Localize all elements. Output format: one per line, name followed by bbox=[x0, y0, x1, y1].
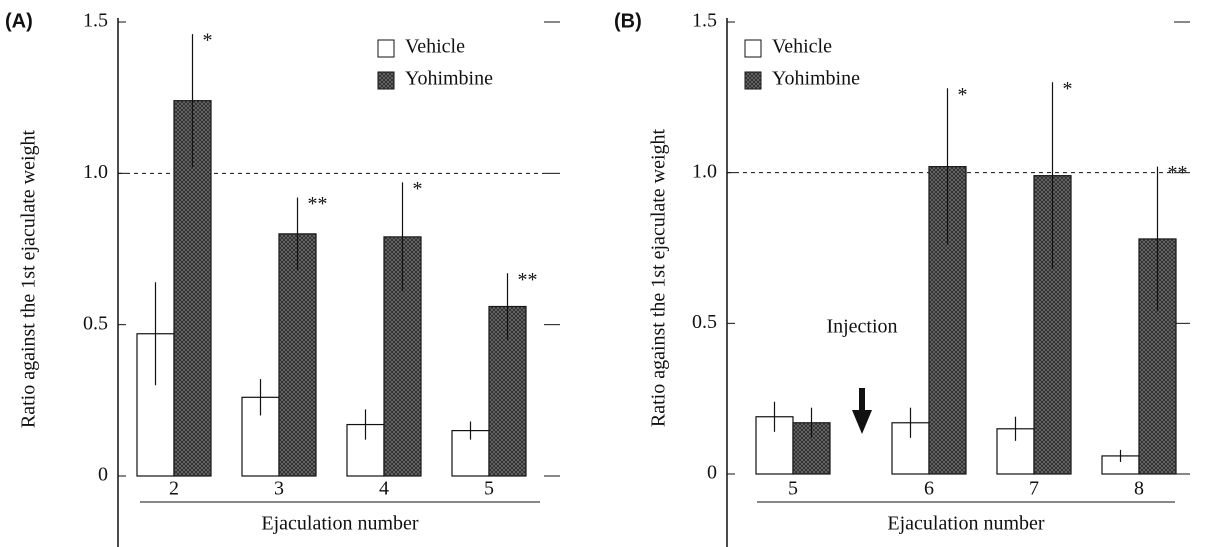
x-tick-label: 6 bbox=[924, 478, 934, 500]
x-tick-label: 5 bbox=[788, 478, 798, 500]
significance-mark: ** bbox=[308, 193, 328, 215]
y-tick-label: 0.5 bbox=[83, 312, 108, 334]
y-tick-label: 0 bbox=[707, 462, 717, 484]
y-tick-label: 1.0 bbox=[83, 161, 108, 183]
panel-label: (B) bbox=[614, 10, 642, 32]
legend-hatch bbox=[745, 72, 761, 89]
legend-hatch bbox=[378, 72, 394, 89]
panel-label: (A) bbox=[5, 10, 33, 32]
x-tick-label: 2 bbox=[169, 478, 179, 500]
significance-mark: ** bbox=[1168, 162, 1188, 184]
x-tick-label: 7 bbox=[1029, 478, 1039, 500]
x-tick-label: 8 bbox=[1134, 478, 1144, 500]
legend-label: Yohimbine bbox=[772, 68, 860, 90]
y-tick-label: 1.0 bbox=[692, 160, 717, 182]
significance-mark: ** bbox=[518, 269, 538, 291]
y-axis-label: Ratio against the 1st ejaculate weight bbox=[18, 129, 40, 428]
y-tick-label: 0 bbox=[98, 464, 108, 486]
significance-mark: * bbox=[413, 178, 423, 200]
significance-mark: * bbox=[1063, 78, 1073, 100]
legend-swatch bbox=[377, 39, 395, 58]
annotation: Injection bbox=[826, 316, 897, 338]
significance-mark: * bbox=[958, 84, 968, 106]
legend-label: Vehicle bbox=[772, 36, 832, 58]
x-tick-label: 4 bbox=[379, 478, 389, 500]
x-tick-label: 3 bbox=[274, 478, 284, 500]
x-tick-label: 5 bbox=[484, 478, 494, 500]
x-axis-label: Ejaculation number bbox=[887, 513, 1045, 535]
legend-swatch bbox=[744, 39, 762, 58]
y-tick-label: 0.5 bbox=[692, 311, 717, 333]
arrow bbox=[852, 388, 872, 434]
y-axis-label: Ratio against the 1st ejaculate weight bbox=[648, 128, 670, 427]
y-tick-label: 1.5 bbox=[83, 10, 108, 32]
legend-label: Vehicle bbox=[405, 36, 465, 58]
legend-label: Yohimbine bbox=[405, 68, 493, 90]
x-axis-label: Ejaculation number bbox=[261, 513, 419, 535]
y-tick-label: 1.5 bbox=[692, 10, 717, 32]
bar-hatch bbox=[279, 233, 316, 476]
significance-mark: * bbox=[203, 30, 213, 52]
